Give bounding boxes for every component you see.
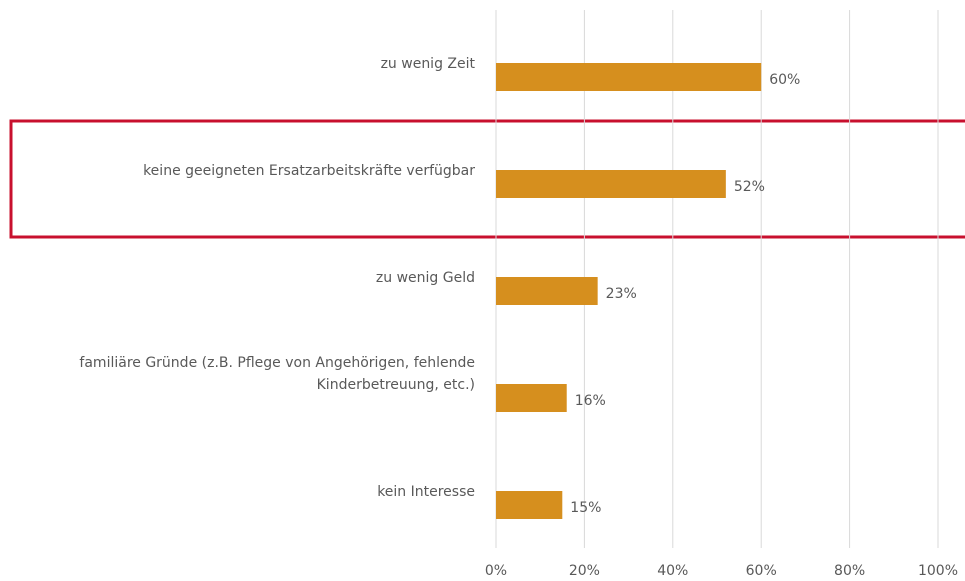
value-label: 15% (570, 500, 601, 516)
value-label: 23% (606, 286, 637, 302)
category-label: kein Interesse (377, 484, 475, 500)
x-tick-label: 40% (657, 563, 688, 579)
value-label: 16% (575, 393, 606, 409)
highlight-box (9, 119, 965, 239)
value-label: 60% (769, 72, 800, 88)
bar (496, 384, 567, 412)
x-tick-label: 100% (918, 563, 958, 579)
bar (496, 277, 598, 305)
x-tick-label: 60% (746, 563, 777, 579)
x-tick-label: 20% (569, 563, 600, 579)
category-label: keine geeigneten Ersatzarbeitskräfte ver… (143, 163, 475, 179)
bar (496, 491, 563, 519)
category-label: zu wenig Zeit (380, 56, 475, 72)
x-tick-label: 80% (834, 563, 865, 579)
bar (496, 170, 726, 198)
bar (496, 63, 762, 91)
x-tick-label: 0% (485, 563, 507, 579)
value-label: 52% (734, 179, 765, 195)
category-label: zu wenig Geld (375, 270, 475, 286)
category-label: familiäre Gründe (z.B. Pflege von Angehö… (79, 355, 475, 393)
